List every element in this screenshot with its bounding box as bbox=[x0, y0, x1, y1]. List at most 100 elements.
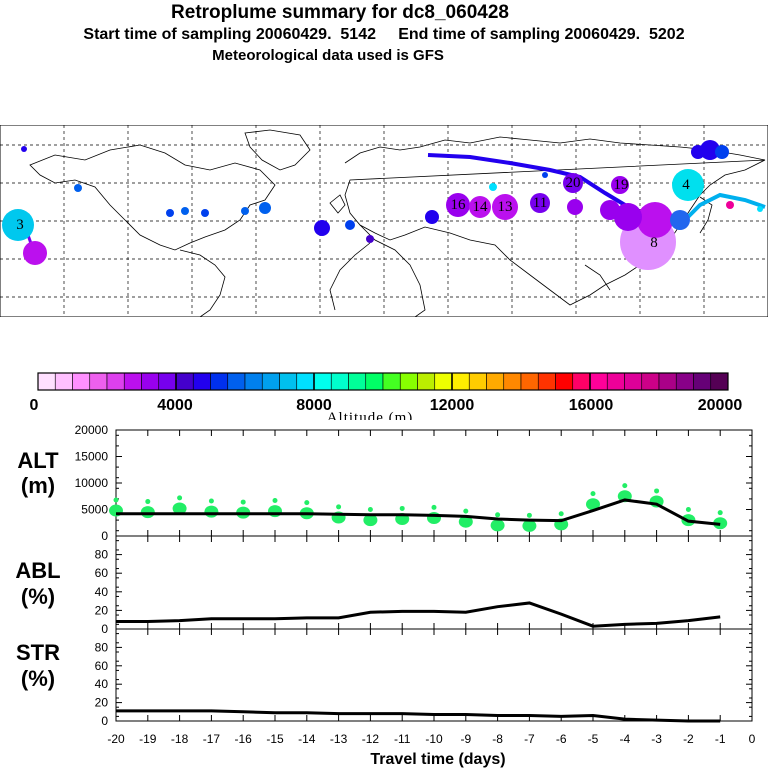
colorbar-frame bbox=[37, 372, 729, 391]
colorbar-swatch bbox=[348, 372, 367, 391]
altitude-spread-dot bbox=[463, 508, 469, 514]
map-label: 3 bbox=[16, 217, 24, 233]
altitude-spread-dot bbox=[208, 498, 214, 504]
x-tick-label: -18 bbox=[171, 732, 189, 746]
colorbar-tick-label: 8000 bbox=[296, 397, 332, 414]
series-line-alt bbox=[116, 498, 721, 526]
colorbar-tick-label: 0 bbox=[30, 397, 39, 414]
y-tick-label: 0 bbox=[101, 622, 108, 636]
y-tick-label: 20 bbox=[95, 696, 109, 710]
altitude-bubble bbox=[522, 519, 537, 532]
x-tick-label: -19 bbox=[139, 732, 157, 746]
colorbar-swatch bbox=[296, 372, 315, 391]
x-tick-label: -4 bbox=[619, 732, 630, 746]
colorbar-swatch bbox=[244, 372, 263, 391]
colorbar-swatch bbox=[693, 372, 712, 391]
colorbar-swatch bbox=[555, 372, 574, 391]
x-tick-label: -6 bbox=[556, 732, 567, 746]
colorbar-swatch bbox=[192, 372, 211, 391]
y-tick-label: 60 bbox=[95, 659, 109, 673]
colorbar-swatch bbox=[434, 372, 453, 391]
panel-ylabel: STR bbox=[16, 640, 60, 665]
y-tick-label: 5000 bbox=[81, 503, 108, 517]
altitude-bubble bbox=[586, 498, 600, 511]
colorbar-tick-label: 16000 bbox=[569, 397, 614, 414]
colorbar-swatch bbox=[330, 372, 349, 391]
altitude-spread-dot bbox=[240, 499, 246, 505]
colorbar-swatch bbox=[106, 372, 125, 391]
colorbar-tick-label: 4000 bbox=[157, 397, 193, 414]
altitude-colorbar: 0 4000 8000 12000 16000 20000 Altitude (m) bbox=[30, 372, 742, 420]
x-tick-label: -11 bbox=[394, 732, 411, 746]
coastlines bbox=[29, 129, 766, 317]
series-line-abl bbox=[116, 601, 721, 628]
x-tick-label: -10 bbox=[425, 732, 443, 746]
map-number-labels: 3 4 8 20 19 16 14 13 11 bbox=[16, 175, 690, 251]
y-tick-label: 80 bbox=[95, 640, 109, 654]
colorbar-swatch bbox=[572, 372, 591, 391]
map-label: 14 bbox=[473, 199, 489, 215]
altitude-spread-dot bbox=[399, 505, 405, 511]
altitude-spread-dot bbox=[304, 500, 310, 506]
colorbar-swatch bbox=[123, 372, 142, 391]
colorbar-swatch bbox=[641, 372, 660, 391]
colorbar-swatch bbox=[175, 372, 194, 391]
altitude-bubble bbox=[490, 519, 505, 532]
altitude-spread-dot bbox=[717, 510, 723, 516]
panel-alt: 0 5000 10000 15000 20000 ALT(m) bbox=[17, 423, 753, 543]
map-label: 16 bbox=[451, 197, 467, 213]
x-tick-label: -16 bbox=[235, 732, 253, 746]
x-tick-label: -15 bbox=[266, 732, 284, 746]
map-label: 4 bbox=[682, 177, 690, 193]
colorbar-swatch bbox=[417, 372, 436, 391]
plume-bubbles bbox=[2, 140, 763, 270]
altitude-spread-dot bbox=[622, 483, 628, 489]
x-tick-label: 0 bbox=[749, 732, 756, 746]
altitude-bubble bbox=[204, 505, 219, 518]
x-tick-label: -8 bbox=[492, 732, 503, 746]
colorbar-swatch bbox=[399, 372, 418, 391]
panel-abl: 0 20 40 60 80 ABL(%) bbox=[15, 535, 753, 636]
colorbar-swatch bbox=[158, 372, 177, 391]
colorbar-swatch bbox=[37, 372, 56, 391]
colorbar-swatch bbox=[261, 372, 280, 391]
panel-ylabel: ABL bbox=[15, 558, 60, 583]
panel-frame bbox=[115, 628, 753, 722]
altitude-bubble bbox=[140, 506, 155, 519]
x-tick-label: -5 bbox=[588, 732, 599, 746]
x-axis-label: Travel time (days) bbox=[370, 751, 505, 768]
altitude-spread-dot bbox=[336, 504, 342, 510]
colorbar-swatch bbox=[72, 372, 91, 391]
altitude-spread-dot bbox=[685, 507, 691, 512]
y-tick-label: 10000 bbox=[75, 476, 109, 490]
x-tick-label: -1 bbox=[715, 732, 726, 746]
map-label: 8 bbox=[650, 235, 658, 251]
end-time: End time of sampling 20060429. 5202 bbox=[398, 26, 685, 43]
colorbar-swatch bbox=[537, 372, 556, 391]
colorbar-swatch bbox=[589, 372, 608, 391]
colorbar-swatch bbox=[141, 372, 160, 391]
colorbar-swatch bbox=[227, 372, 246, 391]
x-tick-label: -9 bbox=[460, 732, 471, 746]
y-tick-label: 20 bbox=[95, 603, 109, 617]
chart-title: Retroplume summary for dc8_060428 bbox=[171, 2, 509, 23]
y-tick-label: 60 bbox=[95, 566, 109, 580]
colorbar-swatch bbox=[279, 372, 298, 391]
y-tick-label: 15000 bbox=[75, 450, 109, 464]
colorbar-swatch bbox=[624, 372, 643, 391]
x-tick-label: -2 bbox=[683, 732, 694, 746]
time-series-panels: 05000100001500020000ALT(m)020406080ABL(%… bbox=[15, 423, 756, 768]
altitude-spread-dot bbox=[367, 507, 373, 512]
map-grid bbox=[0, 125, 768, 317]
panel-frame bbox=[115, 535, 753, 630]
altitude-bubble bbox=[172, 502, 187, 515]
x-tick-label: -3 bbox=[651, 732, 662, 746]
altitude-bubble bbox=[268, 505, 282, 518]
colorbar-swatch bbox=[503, 372, 522, 391]
colorbar-swatch bbox=[658, 372, 677, 391]
start-time: Start time of sampling 20060429. 5142 bbox=[83, 26, 376, 43]
retroplume-map: 3 4 8 20 19 16 14 13 11 bbox=[0, 125, 768, 317]
altitude-spread-dot bbox=[526, 512, 532, 518]
altitude-bubble bbox=[363, 514, 378, 527]
altitude-spread-dot bbox=[272, 497, 278, 503]
